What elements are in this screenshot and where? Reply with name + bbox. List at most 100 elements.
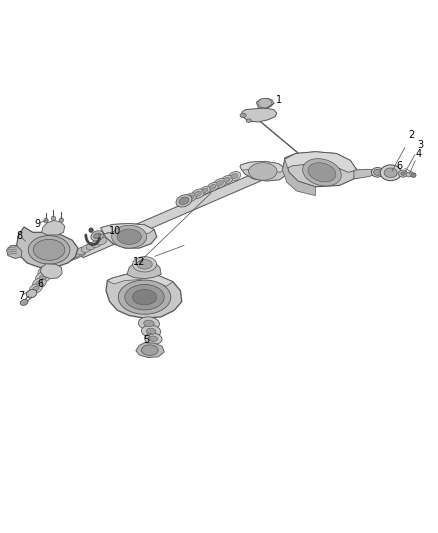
Ellipse shape — [399, 170, 407, 177]
Text: 2: 2 — [409, 130, 415, 140]
Ellipse shape — [93, 233, 101, 239]
Ellipse shape — [70, 253, 79, 260]
Ellipse shape — [117, 229, 141, 245]
Polygon shape — [242, 108, 277, 122]
Polygon shape — [17, 227, 78, 268]
Polygon shape — [136, 343, 164, 358]
Ellipse shape — [145, 333, 162, 344]
Ellipse shape — [51, 216, 56, 221]
Ellipse shape — [59, 218, 64, 222]
Text: 1: 1 — [276, 95, 283, 105]
Ellipse shape — [200, 187, 210, 194]
Ellipse shape — [39, 274, 46, 280]
Text: 8: 8 — [17, 231, 23, 241]
Ellipse shape — [66, 254, 75, 261]
Ellipse shape — [112, 225, 147, 248]
Ellipse shape — [91, 231, 103, 241]
Ellipse shape — [141, 325, 161, 337]
Ellipse shape — [36, 280, 43, 286]
Polygon shape — [42, 221, 65, 235]
Ellipse shape — [240, 113, 246, 118]
Ellipse shape — [81, 245, 92, 252]
Ellipse shape — [374, 169, 381, 175]
Polygon shape — [240, 161, 287, 181]
Ellipse shape — [202, 188, 208, 192]
Ellipse shape — [149, 336, 158, 342]
Ellipse shape — [59, 257, 68, 264]
Ellipse shape — [380, 165, 401, 181]
Ellipse shape — [303, 159, 341, 186]
Ellipse shape — [125, 285, 164, 310]
Ellipse shape — [308, 163, 336, 182]
Ellipse shape — [42, 269, 50, 275]
Ellipse shape — [210, 184, 216, 189]
Text: 7: 7 — [18, 291, 24, 301]
Ellipse shape — [138, 317, 159, 330]
Ellipse shape — [118, 280, 171, 314]
Polygon shape — [283, 159, 315, 196]
Ellipse shape — [89, 228, 93, 232]
Ellipse shape — [92, 240, 102, 247]
Ellipse shape — [86, 242, 97, 250]
Ellipse shape — [411, 173, 416, 177]
Ellipse shape — [33, 286, 39, 290]
Polygon shape — [256, 98, 274, 108]
Ellipse shape — [176, 195, 192, 207]
Ellipse shape — [71, 249, 82, 257]
Ellipse shape — [137, 260, 152, 269]
Polygon shape — [107, 273, 173, 286]
Ellipse shape — [221, 175, 233, 184]
Ellipse shape — [63, 255, 72, 262]
Ellipse shape — [214, 179, 226, 188]
Ellipse shape — [73, 251, 82, 259]
Ellipse shape — [224, 177, 230, 182]
Text: 5: 5 — [144, 335, 150, 345]
Polygon shape — [101, 223, 154, 233]
Ellipse shape — [20, 300, 28, 305]
Ellipse shape — [28, 236, 70, 264]
Ellipse shape — [401, 172, 405, 175]
Ellipse shape — [132, 289, 157, 305]
Polygon shape — [106, 273, 182, 318]
Ellipse shape — [96, 237, 107, 245]
Ellipse shape — [56, 258, 65, 265]
Text: 3: 3 — [417, 140, 424, 150]
Ellipse shape — [188, 195, 194, 200]
Ellipse shape — [132, 257, 157, 272]
Text: 12: 12 — [133, 257, 145, 267]
Ellipse shape — [179, 197, 189, 205]
Ellipse shape — [144, 320, 154, 327]
Ellipse shape — [406, 172, 412, 177]
Ellipse shape — [26, 289, 37, 298]
Ellipse shape — [192, 189, 204, 199]
Ellipse shape — [76, 247, 87, 255]
Ellipse shape — [52, 260, 62, 266]
Polygon shape — [101, 223, 157, 248]
Ellipse shape — [33, 239, 65, 260]
Ellipse shape — [76, 250, 86, 257]
Ellipse shape — [35, 272, 50, 283]
Polygon shape — [283, 152, 357, 172]
Text: 6: 6 — [396, 161, 403, 171]
Ellipse shape — [146, 328, 156, 334]
Ellipse shape — [44, 219, 48, 223]
Ellipse shape — [194, 191, 201, 197]
Polygon shape — [7, 246, 22, 259]
Ellipse shape — [371, 167, 384, 177]
Text: 6: 6 — [37, 279, 43, 289]
Ellipse shape — [141, 345, 158, 356]
Ellipse shape — [29, 284, 42, 293]
Polygon shape — [285, 152, 357, 187]
Polygon shape — [40, 264, 62, 279]
Ellipse shape — [207, 182, 219, 191]
Ellipse shape — [384, 168, 397, 177]
Polygon shape — [354, 169, 376, 179]
Ellipse shape — [258, 98, 272, 108]
Ellipse shape — [231, 174, 238, 179]
Text: 10: 10 — [109, 227, 121, 237]
Polygon shape — [79, 167, 273, 258]
Text: 4: 4 — [415, 149, 421, 159]
Ellipse shape — [185, 193, 197, 201]
Polygon shape — [127, 260, 161, 279]
Text: 9: 9 — [34, 219, 40, 229]
